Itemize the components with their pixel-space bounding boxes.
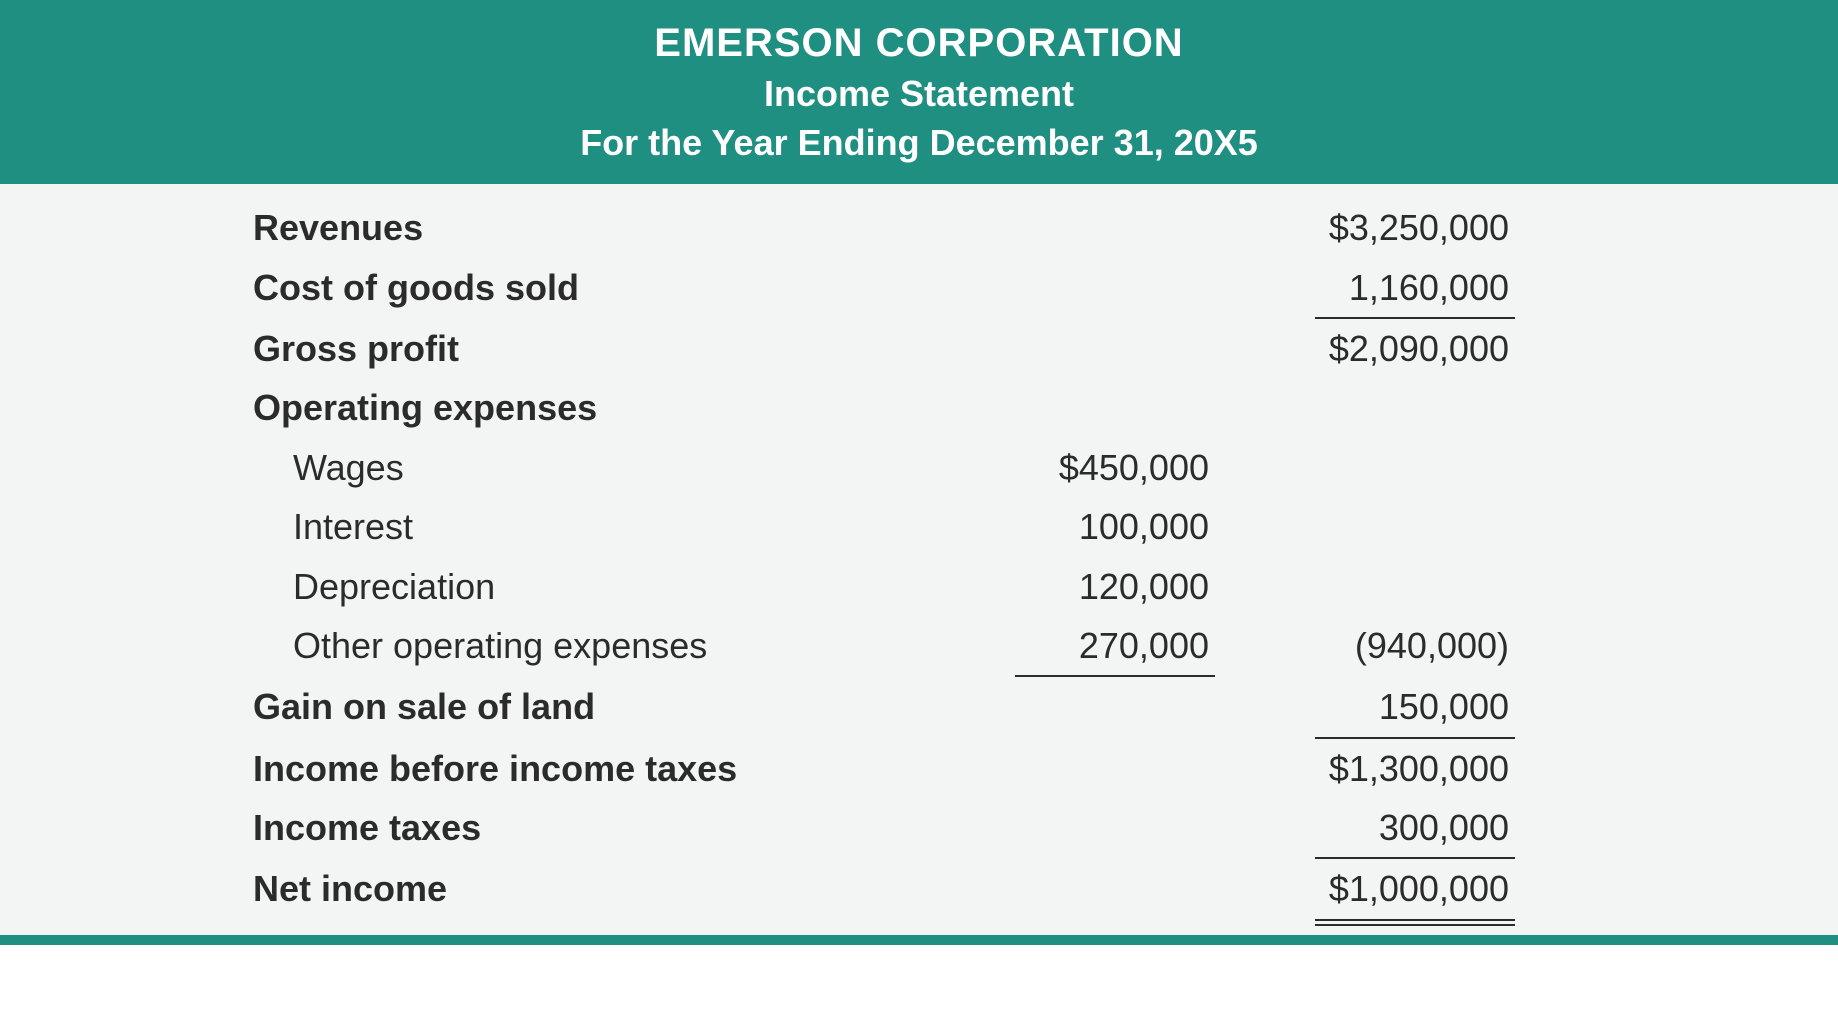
value-depreciation: 120,000 <box>1015 557 1215 616</box>
row-depreciation: Depreciation 120,000 <box>235 557 1603 616</box>
row-gain-land: Gain on sale of land 150,000 <box>235 677 1603 738</box>
row-gross-profit: Gross profit $2,090,000 <box>235 319 1603 378</box>
label-net-income: Net income <box>235 859 935 920</box>
statement-title: Income Statement <box>0 70 1838 119</box>
label-revenues: Revenues <box>235 198 935 257</box>
statement-body: Revenues $3,250,000 Cost of goods sold 1… <box>0 184 1838 945</box>
label-cogs: Cost of goods sold <box>235 258 935 319</box>
label-income-before-tax: Income before income taxes <box>235 739 935 798</box>
value-wages: $450,000 <box>1015 438 1215 497</box>
row-revenues: Revenues $3,250,000 <box>235 198 1603 257</box>
label-depreciation: Depreciation <box>235 557 935 616</box>
row-net-income: Net income $1,000,000 <box>235 859 1603 920</box>
row-income-taxes: Income taxes 300,000 <box>235 798 1603 859</box>
value-income-before-tax: $1,300,000 <box>1315 739 1515 798</box>
value-net-income: $1,000,000 <box>1315 859 1515 920</box>
label-gain-land: Gain on sale of land <box>235 677 935 738</box>
statement-header: EMERSON CORPORATION Income Statement For… <box>0 0 1838 184</box>
row-other-opex: Other operating expenses 270,000 (940,00… <box>235 616 1603 677</box>
income-statement: EMERSON CORPORATION Income Statement For… <box>0 0 1838 945</box>
row-interest: Interest 100,000 <box>235 497 1603 556</box>
label-operating-expenses: Operating expenses <box>235 378 935 437</box>
label-wages: Wages <box>235 438 935 497</box>
label-interest: Interest <box>235 497 935 556</box>
value-opex-total: (940,000) <box>1315 616 1515 675</box>
row-cogs: Cost of goods sold 1,160,000 <box>235 258 1603 319</box>
row-wages: Wages $450,000 <box>235 438 1603 497</box>
label-gross-profit: Gross profit <box>235 319 935 378</box>
value-income-taxes: 300,000 <box>1315 798 1515 859</box>
statement-period: For the Year Ending December 31, 20X5 <box>0 119 1838 168</box>
company-name: EMERSON CORPORATION <box>0 16 1838 70</box>
value-gain-land: 150,000 <box>1315 677 1515 738</box>
label-income-taxes: Income taxes <box>235 798 935 859</box>
row-income-before-tax: Income before income taxes $1,300,000 <box>235 739 1603 798</box>
value-cogs: 1,160,000 <box>1315 258 1515 319</box>
label-other-opex: Other operating expenses <box>235 616 935 677</box>
row-opex-header: Operating expenses <box>235 378 1603 437</box>
value-gross-profit: $2,090,000 <box>1315 319 1515 378</box>
value-interest: 100,000 <box>1015 497 1215 556</box>
value-other-opex-sub: 270,000 <box>1015 616 1215 677</box>
value-revenues: $3,250,000 <box>1315 198 1515 257</box>
